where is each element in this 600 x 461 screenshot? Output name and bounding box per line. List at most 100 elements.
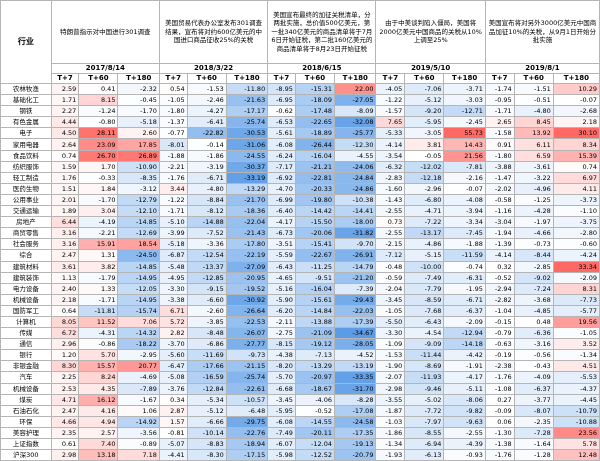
return-cell: -17.15 bbox=[225, 449, 269, 461]
return-cell: -18.36 bbox=[225, 205, 269, 218]
return-cell: -2.38 bbox=[484, 360, 515, 373]
return-cell: -4.14 bbox=[484, 249, 515, 262]
return-cell: -18.89 bbox=[294, 127, 336, 140]
return-cell: -3.55 bbox=[375, 393, 406, 406]
return-cell: -1.71 bbox=[158, 205, 188, 218]
return-cell: -9.09 bbox=[404, 338, 445, 351]
return-cell: -6.71 bbox=[186, 171, 227, 184]
industry-name: 汽车 bbox=[0, 371, 52, 384]
return-cell: -3.05 bbox=[404, 127, 445, 140]
return-cell: -18.22 bbox=[117, 338, 160, 351]
return-cell: -5.33 bbox=[375, 127, 406, 140]
return-cell: -7.73 bbox=[552, 293, 600, 306]
table-row: 机械设备 2.53 4.35 -7.89 -3.76 -12.84 -22.61 -6.68-… bbox=[0, 382, 600, 395]
industry-name: 轻工制造 bbox=[0, 171, 52, 184]
return-cell: -1.09 bbox=[375, 338, 406, 351]
industry-header-cell: 行业 bbox=[0, 0, 52, 84]
return-cell: -2.21 bbox=[78, 227, 119, 240]
return-cell: -1.76 bbox=[158, 171, 188, 184]
return-cell: -5.77 bbox=[552, 304, 600, 317]
return-cell: -6.66 bbox=[186, 415, 227, 428]
return-cell: -14.85 bbox=[117, 260, 160, 273]
return-cell: -26.44 bbox=[294, 138, 336, 151]
return-cell: -10.79 bbox=[552, 404, 600, 417]
return-cell: -3.54 bbox=[375, 149, 406, 162]
return-cell: -6.86 bbox=[186, 338, 227, 351]
table-row: 农林牧渔 2.59 0.41 -2.32 0.54 -1.53 -11.80 -8.95 -15… bbox=[0, 82, 600, 96]
return-cell: 0.64 bbox=[50, 304, 80, 317]
return-cell: -9.73 bbox=[225, 349, 269, 362]
return-cell: -13.17 bbox=[404, 227, 445, 240]
return-cell: -1.10 bbox=[552, 205, 600, 218]
return-cell: -21.70 bbox=[225, 193, 269, 207]
return-cell: -1.37 bbox=[158, 116, 188, 129]
return-cell: -3.51 bbox=[267, 238, 296, 251]
return-cell: -0.48 bbox=[375, 260, 406, 273]
return-cell: -1.04 bbox=[484, 304, 515, 317]
return-cell: 3.04 bbox=[78, 205, 119, 218]
return-cell: -4.08 bbox=[443, 193, 486, 207]
return-cell: 1.20 bbox=[50, 349, 80, 362]
industry-name: 家用电器 bbox=[0, 138, 52, 151]
industry-name: 机械设备 bbox=[0, 382, 52, 395]
industry-name: 建筑材料 bbox=[0, 260, 52, 273]
return-cell: -1.53 bbox=[375, 349, 406, 362]
return-cell: -0.52 bbox=[484, 271, 515, 284]
return-cell: -14.32 bbox=[117, 327, 160, 340]
period-header: T+180 bbox=[552, 73, 600, 84]
table-row: 综合 2.47 1.31 -24.50 -6.87 -12.54 -22.19 -5.59 -2… bbox=[0, 249, 600, 262]
return-cell: -22.81 bbox=[294, 171, 336, 184]
return-cell: -8.15 bbox=[267, 338, 296, 351]
return-cell: -4.06 bbox=[294, 393, 336, 406]
return-cell: -22.61 bbox=[225, 382, 269, 395]
return-cell: -27.09 bbox=[225, 260, 269, 273]
table-row: 钢铁 2.27 -1.24 -1.70 -1.80 -4.27 -17.17 -0.62 -17… bbox=[0, 105, 600, 118]
return-cell: -18.67 bbox=[294, 382, 336, 395]
return-cell: -1.95 bbox=[443, 282, 486, 295]
return-cell: -0.07 bbox=[443, 182, 486, 195]
event-date: 2018/6/15 bbox=[267, 63, 377, 74]
return-cell: -2.45 bbox=[443, 116, 486, 129]
return-cell: 1.70 bbox=[78, 160, 119, 173]
return-cell: -5.50 bbox=[375, 315, 406, 329]
return-cell: -14.42 bbox=[294, 205, 336, 218]
return-cell: -7.97 bbox=[404, 415, 445, 428]
table-row: 商贸零售 3.16 -2.21 -12.69 -3.99 -7.52 -21.43 -6.73… bbox=[0, 227, 600, 240]
return-cell: -4.42 bbox=[443, 349, 486, 362]
industry-name: 通信 bbox=[0, 338, 52, 351]
return-cell: -5.07 bbox=[158, 437, 188, 451]
return-cell: 6.59 bbox=[513, 149, 554, 162]
return-cell: -1.60 bbox=[375, 182, 406, 195]
return-cell: -1.88 bbox=[443, 238, 486, 251]
return-cell: 6.72 bbox=[50, 327, 80, 340]
return-cell: -6.24 bbox=[267, 149, 296, 162]
return-cell: -5.48 bbox=[158, 260, 188, 273]
return-cell: -3.36 bbox=[186, 238, 227, 251]
return-cell: -29.75 bbox=[225, 415, 269, 428]
return-cell: -4.80 bbox=[513, 105, 554, 118]
return-cell: -14.18 bbox=[443, 338, 486, 351]
return-cell: -6.31 bbox=[443, 271, 486, 284]
return-cell: -4.27 bbox=[186, 105, 227, 118]
return-cell: 13.92 bbox=[513, 127, 554, 140]
return-cell: -0.15 bbox=[484, 315, 515, 329]
return-cell: -0.93 bbox=[443, 449, 486, 461]
return-cell: 1.13 bbox=[50, 271, 80, 284]
return-cell: 0.32 bbox=[484, 260, 515, 273]
return-cell: -30.37 bbox=[225, 160, 269, 173]
return-cell: 15.91 bbox=[78, 238, 119, 251]
return-cell: -22.76 bbox=[225, 426, 269, 440]
return-cell: 15.57 bbox=[78, 360, 119, 373]
return-cell: -5.12 bbox=[404, 94, 445, 107]
industry-name: 食品饮料 bbox=[0, 149, 52, 162]
return-cell: 33.34 bbox=[552, 260, 600, 273]
return-cell: -7.49 bbox=[267, 426, 296, 440]
return-cell: -31.70 bbox=[334, 382, 377, 395]
return-cell: -9.63 bbox=[443, 415, 486, 428]
return-cell: -1.93 bbox=[375, 449, 406, 461]
return-cell: -5.98 bbox=[267, 449, 296, 461]
return-cell: -4.14 bbox=[375, 138, 406, 151]
return-cell: 4.66 bbox=[50, 415, 80, 428]
table-row: 机械设备 2.18 -1.71 -14.95 -3.38 -6.60 -30.92 -5.90… bbox=[0, 293, 600, 306]
return-cell: -7.17 bbox=[267, 160, 296, 173]
